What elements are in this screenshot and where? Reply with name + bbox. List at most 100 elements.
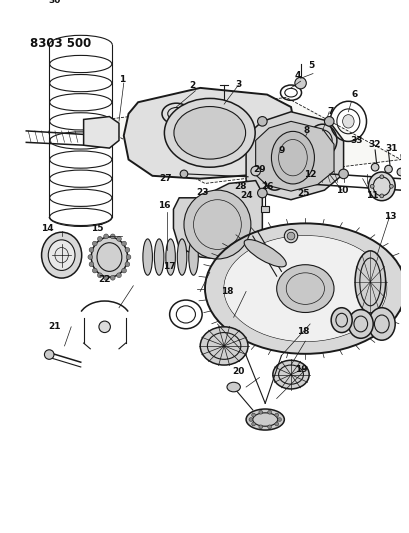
Text: 8: 8 (302, 126, 309, 135)
Circle shape (267, 425, 271, 429)
Circle shape (258, 410, 262, 414)
Circle shape (283, 229, 297, 243)
Circle shape (258, 425, 262, 429)
Text: 18: 18 (297, 327, 309, 336)
Bar (261, 206, 268, 212)
Circle shape (121, 268, 126, 273)
Circle shape (97, 273, 102, 278)
Text: 1: 1 (119, 75, 125, 84)
Circle shape (251, 422, 255, 426)
Circle shape (97, 237, 102, 241)
Text: 33: 33 (350, 136, 362, 145)
Ellipse shape (177, 239, 187, 275)
Ellipse shape (271, 131, 314, 184)
Circle shape (257, 188, 267, 198)
Circle shape (379, 194, 383, 198)
Text: 4: 4 (294, 71, 300, 80)
Text: 3: 3 (235, 79, 241, 88)
Circle shape (110, 276, 115, 280)
Text: 6: 6 (351, 90, 357, 99)
Circle shape (110, 234, 115, 239)
Ellipse shape (348, 310, 372, 338)
Ellipse shape (165, 239, 175, 275)
Ellipse shape (164, 99, 254, 167)
Ellipse shape (48, 240, 75, 270)
Ellipse shape (245, 409, 283, 430)
Circle shape (180, 170, 187, 177)
Ellipse shape (244, 239, 285, 267)
Text: 11: 11 (365, 191, 378, 200)
Ellipse shape (227, 382, 240, 392)
Circle shape (116, 237, 121, 241)
Circle shape (88, 255, 92, 260)
Circle shape (294, 77, 306, 89)
Text: 25: 25 (297, 189, 309, 198)
Circle shape (250, 166, 260, 176)
Circle shape (121, 241, 126, 246)
Circle shape (116, 273, 121, 278)
Text: 31: 31 (384, 143, 397, 152)
Ellipse shape (224, 236, 386, 342)
Circle shape (125, 262, 130, 266)
Text: 21: 21 (49, 322, 61, 332)
Circle shape (389, 184, 392, 188)
Ellipse shape (354, 251, 385, 313)
Circle shape (384, 165, 391, 173)
Circle shape (125, 247, 130, 252)
Circle shape (89, 262, 94, 266)
Circle shape (274, 422, 278, 426)
Ellipse shape (272, 360, 308, 389)
Circle shape (99, 321, 110, 333)
Ellipse shape (330, 308, 351, 333)
Text: 32: 32 (367, 140, 380, 149)
Text: 29: 29 (252, 165, 265, 174)
Text: 5: 5 (307, 61, 313, 70)
Text: 28: 28 (234, 182, 246, 191)
Text: 23: 23 (196, 188, 208, 197)
Circle shape (369, 184, 373, 188)
Ellipse shape (294, 157, 302, 166)
Text: 26: 26 (260, 182, 273, 191)
Circle shape (371, 164, 378, 171)
Text: 8303 500: 8303 500 (30, 37, 91, 50)
Polygon shape (173, 181, 262, 260)
Circle shape (126, 255, 130, 260)
Text: 2: 2 (189, 80, 195, 90)
Ellipse shape (91, 237, 127, 277)
Text: 17: 17 (163, 262, 175, 271)
Text: 15: 15 (90, 224, 103, 233)
Polygon shape (83, 117, 119, 148)
Circle shape (277, 418, 281, 422)
Polygon shape (245, 112, 343, 200)
Polygon shape (255, 122, 333, 191)
Polygon shape (124, 88, 295, 179)
Ellipse shape (173, 107, 245, 159)
Text: 16: 16 (157, 201, 170, 210)
Ellipse shape (41, 232, 81, 278)
Circle shape (267, 410, 271, 414)
Ellipse shape (342, 115, 353, 128)
Ellipse shape (154, 239, 164, 275)
Text: 12: 12 (303, 171, 316, 180)
Circle shape (92, 268, 97, 273)
Text: 14: 14 (41, 224, 54, 233)
Text: 27: 27 (159, 174, 172, 183)
Circle shape (274, 413, 278, 417)
Circle shape (92, 241, 97, 246)
Circle shape (251, 413, 255, 417)
Circle shape (324, 117, 333, 126)
Circle shape (396, 168, 404, 176)
Text: 18: 18 (220, 287, 233, 296)
Ellipse shape (142, 239, 152, 275)
Circle shape (257, 117, 267, 126)
Polygon shape (90, 98, 400, 183)
Circle shape (286, 232, 294, 240)
Circle shape (103, 276, 108, 280)
Text: 9: 9 (278, 146, 284, 155)
Text: 13: 13 (383, 213, 396, 221)
Ellipse shape (204, 223, 405, 354)
Circle shape (103, 234, 108, 239)
Text: 22: 22 (98, 276, 110, 285)
Ellipse shape (368, 172, 394, 200)
Circle shape (44, 350, 54, 359)
